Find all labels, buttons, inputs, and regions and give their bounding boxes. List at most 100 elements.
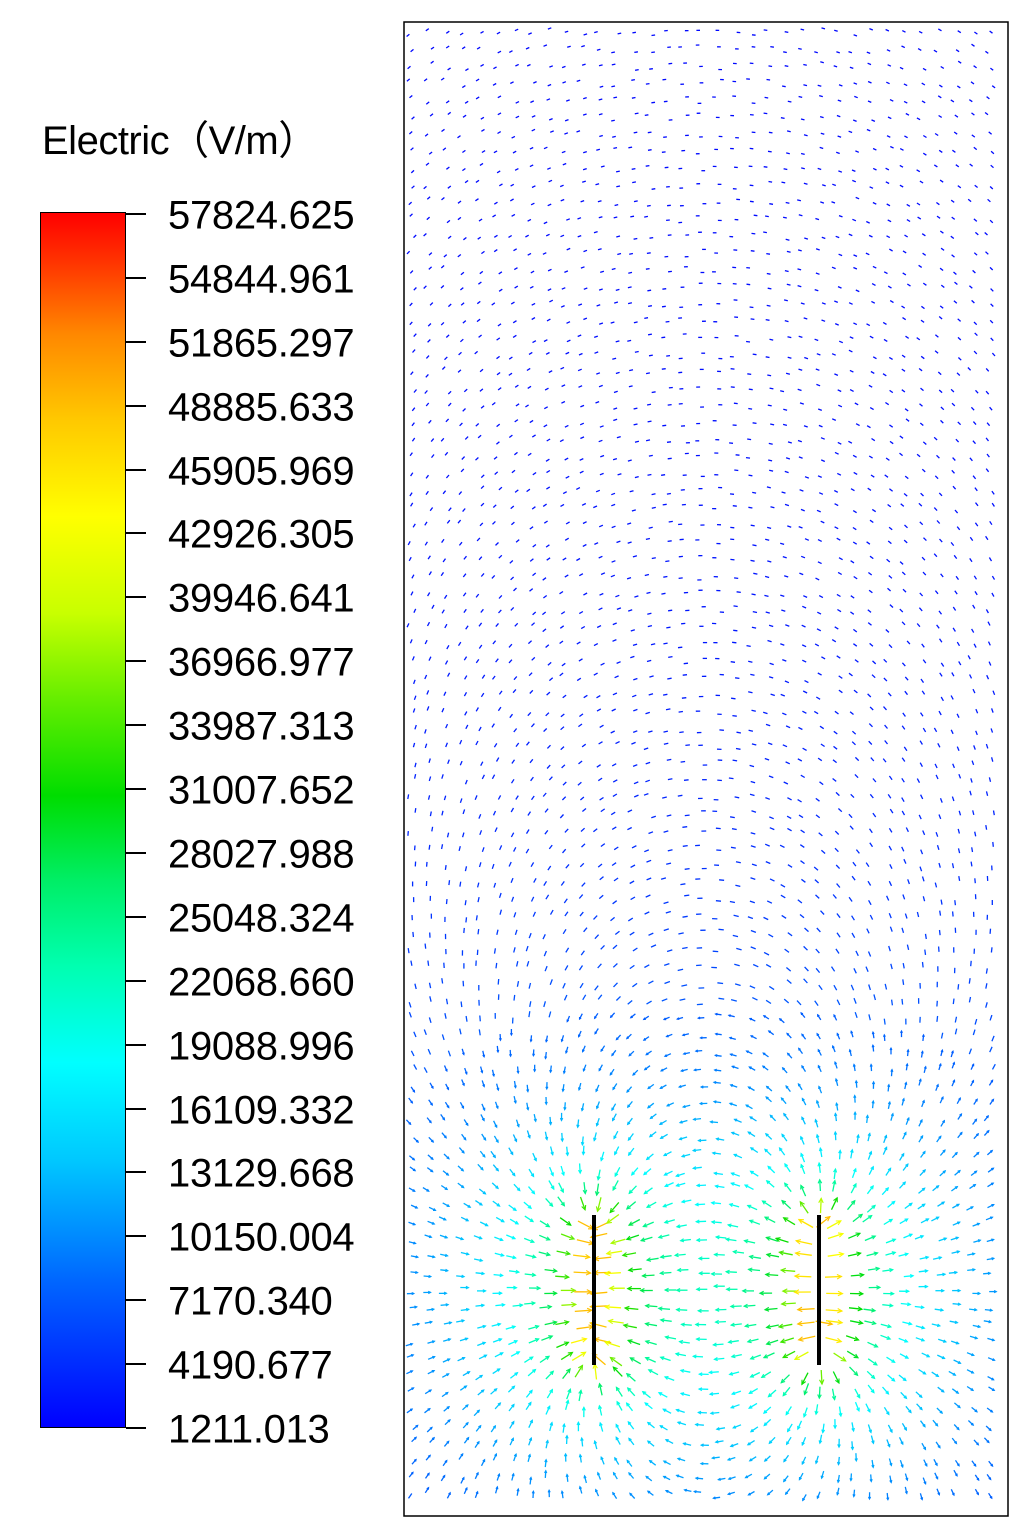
field-arrow-head — [725, 1287, 731, 1292]
field-arrow-head — [817, 1064, 821, 1069]
field-arrow — [763, 1418, 772, 1426]
field-arrow — [579, 982, 584, 989]
field-arrow — [512, 320, 517, 324]
field-arrow — [784, 470, 789, 474]
field-arrow — [939, 538, 943, 543]
field-arrow — [955, 49, 960, 53]
field-arrow — [766, 486, 771, 489]
field-arrow — [565, 99, 570, 102]
field-arrow — [969, 790, 972, 796]
field-arrow-head — [923, 1446, 927, 1451]
field-arrow — [986, 422, 991, 427]
field-arrow — [530, 862, 535, 868]
field-arrow — [407, 65, 411, 70]
field-arrow — [491, 302, 496, 306]
field-arrow-head — [581, 1337, 588, 1343]
field-arrow — [427, 592, 431, 597]
field-arrow — [481, 847, 485, 853]
field-arrow — [797, 1308, 815, 1311]
field-arrow-head — [545, 1251, 552, 1257]
field-arrow — [750, 1170, 759, 1177]
field-arrow-head — [840, 1356, 847, 1362]
field-arrow — [990, 708, 994, 713]
field-arrow — [932, 1185, 940, 1192]
field-arrow — [936, 201, 940, 206]
field-arrow — [597, 1169, 601, 1180]
field-arrow — [905, 827, 909, 833]
field-arrow — [890, 963, 893, 970]
field-arrow-head — [868, 1429, 873, 1434]
field-arrow — [561, 400, 566, 404]
field-arrow — [464, 675, 468, 680]
field-arrow — [853, 266, 858, 270]
field-arrow — [633, 423, 638, 426]
field-arrow — [459, 1337, 468, 1342]
field-arrow — [940, 899, 943, 905]
field-arrow — [934, 590, 939, 595]
field-arrow — [733, 914, 739, 918]
field-arrow-head — [576, 1420, 581, 1426]
field-arrow — [651, 557, 656, 560]
field-arrow-head — [726, 1223, 732, 1228]
field-arrow — [666, 758, 672, 761]
field-arrow-head — [922, 1099, 925, 1104]
field-arrow — [544, 1131, 548, 1140]
field-arrow — [545, 644, 550, 648]
field-arrow-head — [663, 1219, 669, 1224]
field-arrow — [593, 672, 598, 676]
field-arrow — [919, 1256, 929, 1260]
field-arrow-head — [648, 1133, 653, 1138]
field-arrow — [802, 747, 807, 751]
field-arrow-head — [550, 1172, 554, 1177]
field-arrow — [733, 1250, 745, 1254]
field-arrow-head — [480, 1303, 486, 1308]
field-arrow — [545, 458, 550, 462]
field-arrow — [582, 167, 587, 171]
field-arrow — [564, 30, 569, 33]
field-arrow — [547, 83, 552, 87]
field-arrow — [596, 1197, 602, 1212]
field-arrow-head — [531, 1190, 536, 1195]
field-arrow — [634, 112, 639, 115]
field-arrow — [800, 774, 806, 779]
field-arrow — [787, 336, 792, 339]
field-arrow — [815, 1404, 819, 1415]
field-arrow-head — [482, 1341, 487, 1345]
field-arrow-head — [615, 1423, 620, 1428]
field-arrow-head — [697, 1372, 703, 1377]
field-arrow — [460, 1001, 463, 1008]
field-arrow — [476, 318, 481, 323]
field-arrow — [508, 50, 513, 53]
field-arrow — [428, 776, 432, 782]
field-arrow — [514, 489, 519, 493]
field-arrow — [899, 164, 904, 168]
field-arrow — [820, 132, 825, 135]
field-arrow-head — [767, 1165, 772, 1170]
field-arrow-head — [762, 1409, 768, 1415]
field-arrow — [882, 321, 887, 325]
field-arrow — [726, 1238, 737, 1242]
field-arrow — [899, 1153, 905, 1161]
field-arrow — [821, 236, 826, 240]
field-arrow — [492, 640, 497, 645]
field-arrow — [769, 827, 775, 831]
field-arrow — [804, 356, 809, 360]
field-arrow — [901, 389, 906, 393]
field-arrow — [815, 696, 821, 700]
field-arrow-head — [838, 1251, 845, 1258]
field-arrow-head — [853, 1336, 860, 1342]
field-arrow — [866, 128, 871, 132]
field-arrow — [443, 594, 448, 599]
field-arrow — [935, 774, 939, 780]
field-arrow — [543, 950, 548, 957]
field-arrow — [647, 473, 652, 476]
field-arrow-head — [593, 1016, 597, 1020]
field-arrow — [867, 1384, 875, 1394]
field-arrow — [764, 1148, 772, 1156]
field-arrow — [596, 148, 601, 151]
field-arrow-head — [904, 1081, 908, 1085]
field-arrow-head — [987, 1271, 992, 1275]
field-arrow — [564, 132, 569, 135]
field-arrow — [604, 1341, 621, 1348]
field-arrow — [560, 198, 565, 202]
